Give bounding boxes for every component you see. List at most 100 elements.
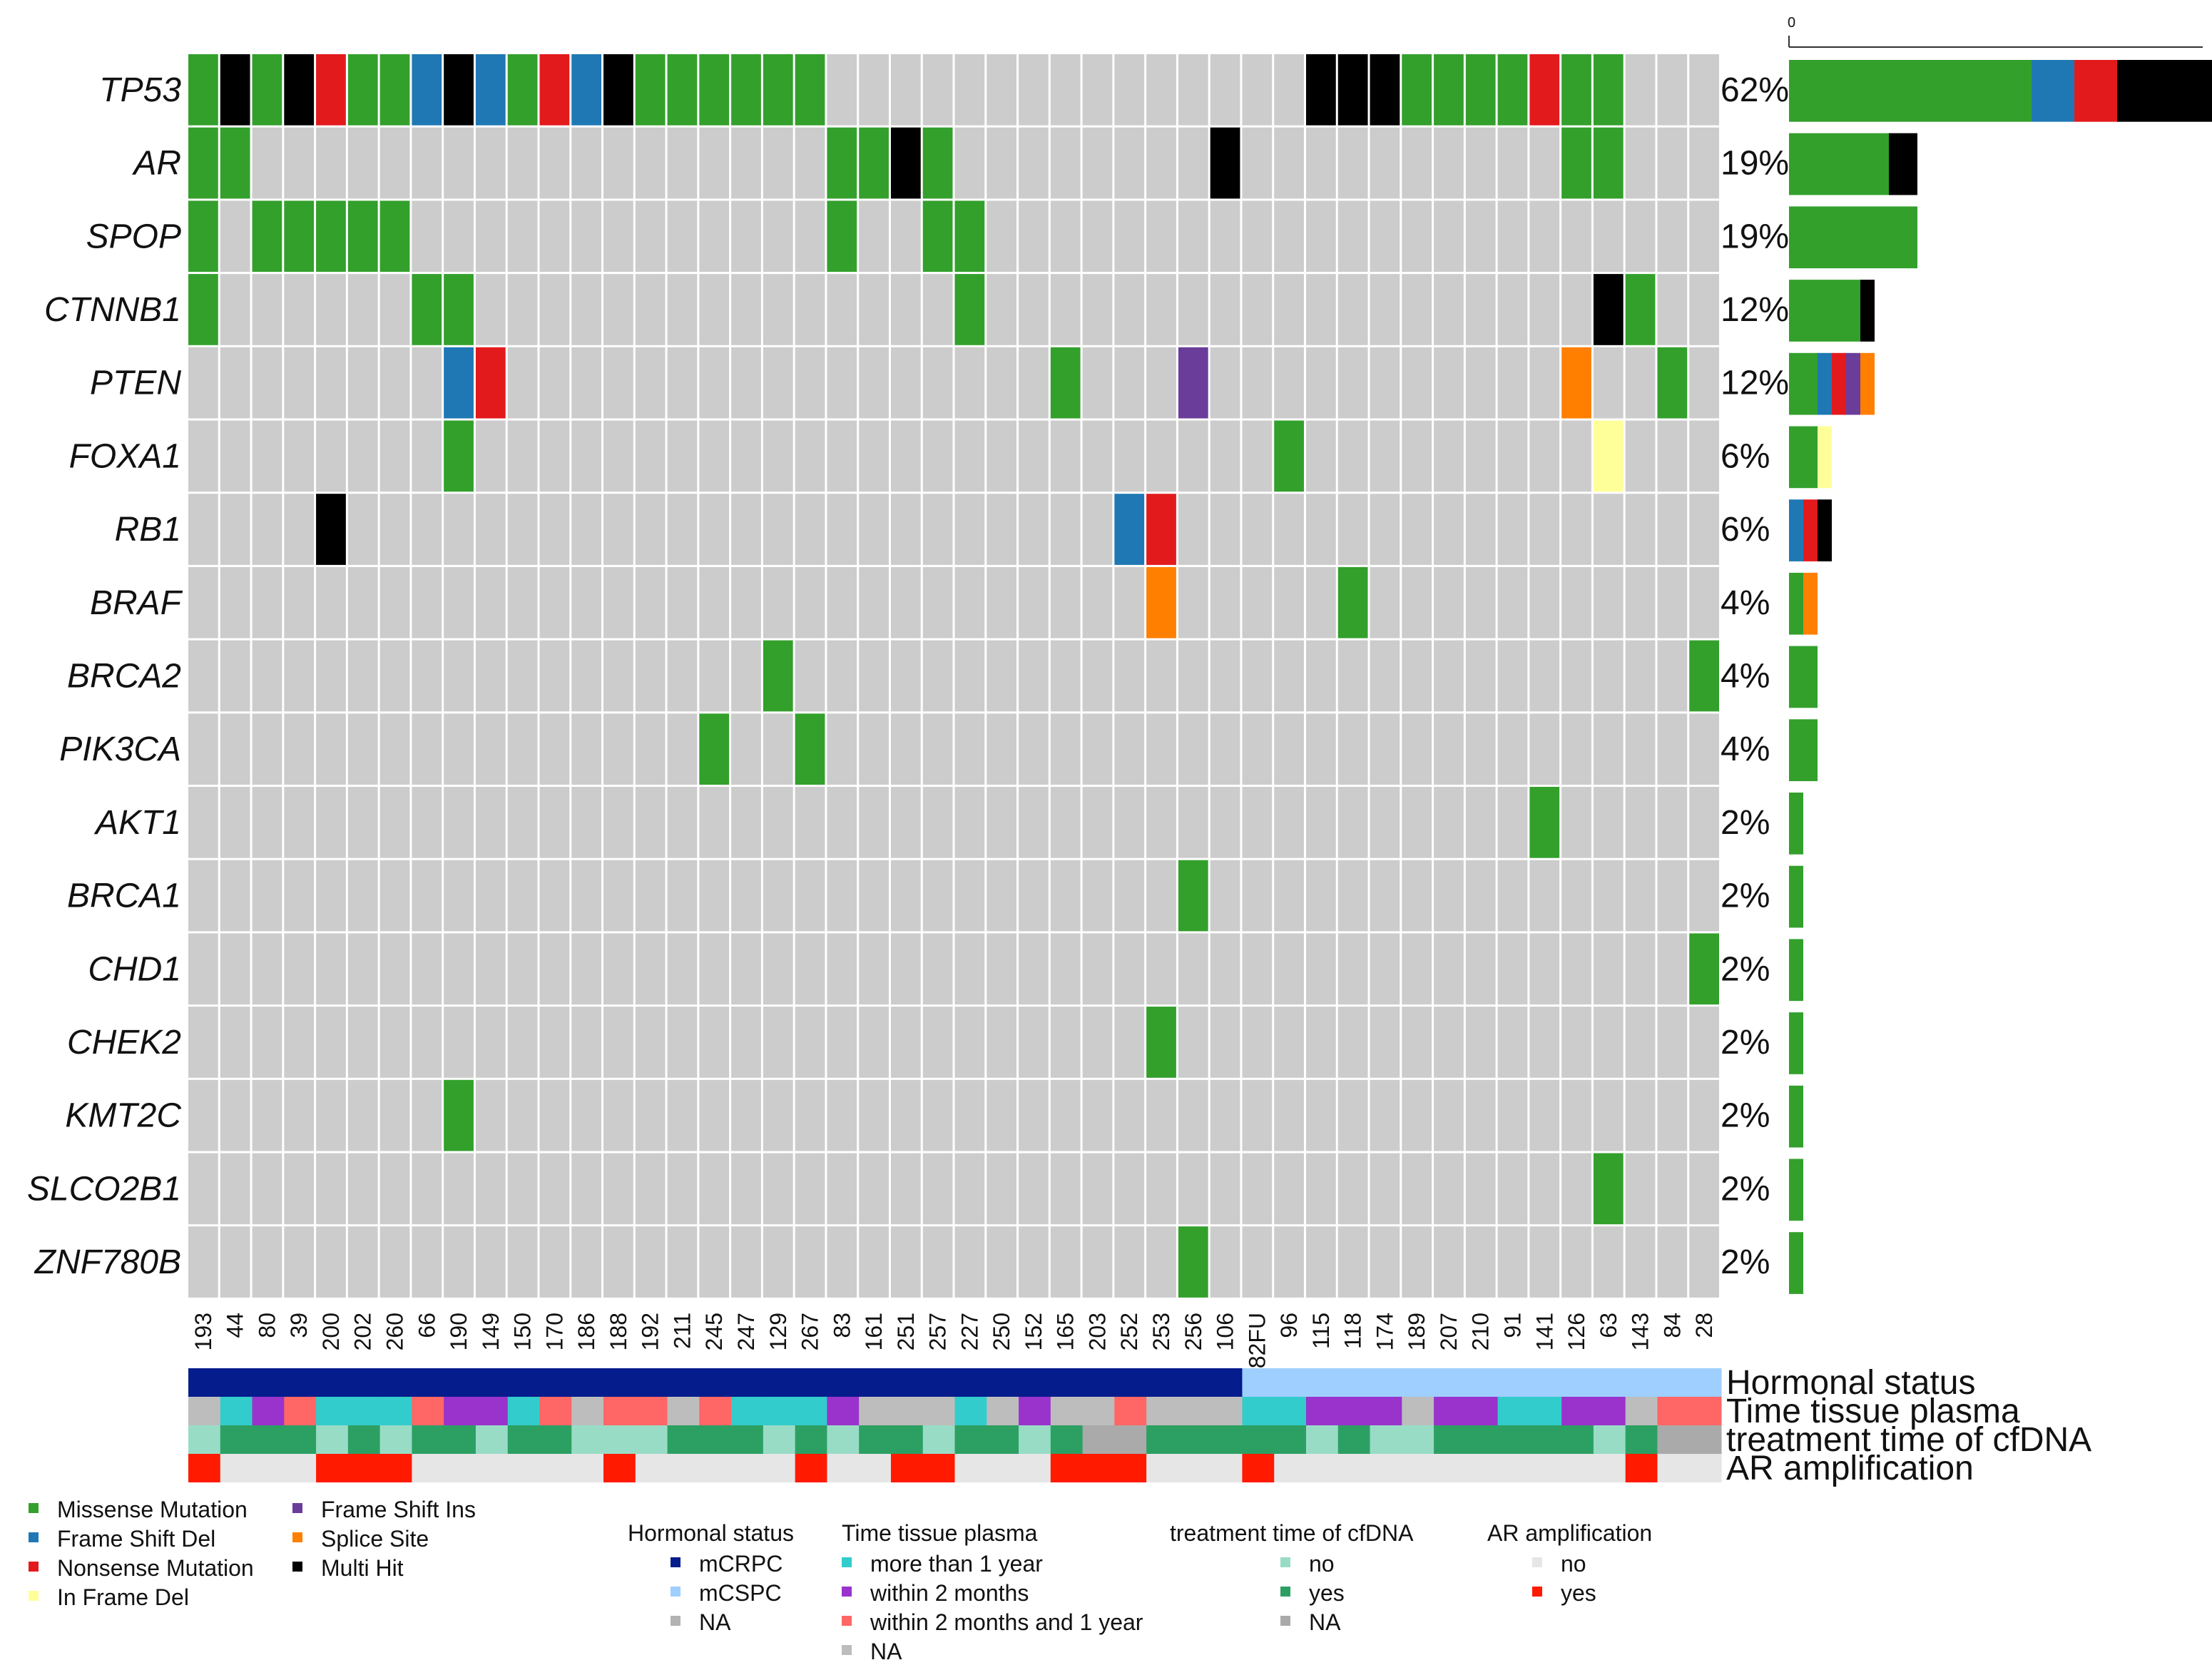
track-0-cell-257 [922, 1368, 955, 1397]
cell-KMT2C-63 [1593, 1079, 1624, 1151]
cell-TP53-66 [412, 54, 442, 126]
cell-PIK3CA-28 [1689, 713, 1719, 785]
cell-AKT1-106 [1210, 787, 1240, 858]
cell-CTNNB1-267 [795, 274, 825, 345]
cell-PTEN-118 [1337, 347, 1368, 419]
cell-TP53-84 [1657, 54, 1688, 126]
cell-RB1-260 [379, 494, 410, 565]
cell-RB1-211 [667, 494, 698, 565]
sample-label-174: 174 [1372, 1313, 1397, 1350]
track-3-cell-260 [379, 1454, 412, 1482]
mutation-matrix [188, 54, 1719, 1298]
bar-ZNF780B-M [1789, 1232, 1803, 1294]
pct-label-ZNF780B: 2% [1721, 1243, 1770, 1281]
cell-PTEN-161 [859, 347, 889, 419]
sample-label-44: 44 [223, 1313, 248, 1338]
cell-KMT2C-207 [1434, 1079, 1464, 1151]
cell-RB1-28 [1689, 494, 1719, 565]
track-0-cell-210 [1465, 1368, 1499, 1397]
cell-BRAF-207 [1434, 566, 1464, 638]
gene-label-PIK3CA: PIK3CA [59, 730, 181, 768]
cell-BRCA2-207 [1434, 640, 1464, 712]
cell-KMT2C-250 [987, 1079, 1017, 1151]
cell-CHEK2-189 [1402, 1007, 1432, 1078]
cell-RB1-200 [316, 494, 346, 565]
pct-label-CTNNB1: 12% [1721, 291, 1789, 329]
legend-swatch-2-2 [1280, 1616, 1290, 1626]
cell-PTEN-91 [1497, 347, 1528, 419]
cell-PTEN-96 [1274, 347, 1304, 419]
track-0-cell-190 [444, 1368, 476, 1397]
cell-FOXA1-118 [1337, 420, 1368, 492]
cell-SLCO2B1-165 [1050, 1153, 1081, 1225]
cell-TP53-203 [1082, 54, 1113, 126]
cell-SLCO2B1-203 [1082, 1153, 1113, 1225]
cell-AKT1-186 [571, 787, 602, 858]
cell-KMT2C-115 [1305, 1079, 1336, 1151]
cell-PTEN-115 [1305, 347, 1336, 419]
cell-KMT2C-203 [1082, 1079, 1113, 1151]
sample-label-202: 202 [350, 1313, 376, 1350]
track-2-cell-210 [1465, 1425, 1499, 1454]
legend-item-0-1: mCSPC [699, 1580, 782, 1606]
cell-AKT1-149 [475, 787, 506, 858]
legend-item-0-0: mCRPC [699, 1551, 783, 1577]
bar-PTEN-S [1860, 352, 1875, 415]
cell-BRCA2-118 [1337, 640, 1368, 712]
cell-ZNF780B-210 [1465, 1226, 1496, 1298]
cell-FOXA1-207 [1434, 420, 1464, 492]
cell-BRCA2-200 [316, 640, 346, 712]
cell-AR-83 [827, 127, 857, 199]
cell-ZNF780B-141 [1529, 1226, 1560, 1298]
track-0-cell-256 [1178, 1368, 1211, 1397]
cell-CTNNB1-252 [1114, 274, 1145, 345]
cell-SLCO2B1-152 [1019, 1153, 1049, 1225]
track-3-cell-210 [1465, 1454, 1499, 1482]
cell-FOXA1-152 [1019, 420, 1049, 492]
cell-TP53-80 [252, 54, 282, 126]
cell-FOXA1-115 [1305, 420, 1336, 492]
cell-CHEK2-211 [667, 1007, 698, 1078]
track-3-cell-170 [539, 1454, 572, 1482]
cell-CTNNB1-165 [1050, 274, 1081, 345]
track-2-cell-190 [444, 1425, 476, 1454]
cell-AR-260 [379, 127, 410, 199]
pct-label-AKT1: 2% [1721, 804, 1770, 842]
cell-CHEK2-253 [1146, 1007, 1176, 1078]
cell-TP53-247 [731, 54, 761, 126]
cell-PIK3CA-91 [1497, 713, 1528, 785]
track-1-cell-170 [539, 1397, 572, 1425]
sample-label-200: 200 [318, 1313, 344, 1350]
sample-label-149: 149 [478, 1313, 504, 1350]
track-3-cell-253 [1146, 1454, 1179, 1482]
cell-RB1-141 [1529, 494, 1560, 565]
cell-ZNF780B-256 [1178, 1226, 1208, 1298]
track-1-cell-165 [1050, 1397, 1084, 1425]
cell-CHEK2-141 [1529, 1007, 1560, 1078]
cell-CHEK2-252 [1114, 1007, 1145, 1078]
cell-BRAF-129 [763, 566, 793, 638]
cell-SLCO2B1-66 [412, 1153, 442, 1225]
cell-SPOP-126 [1561, 200, 1591, 273]
cell-CHEK2-250 [987, 1007, 1017, 1078]
cell-CHD1-44 [220, 933, 250, 1005]
cell-BRCA1-192 [635, 860, 666, 932]
track-0-cell-141 [1529, 1368, 1562, 1397]
cell-TP53-44 [220, 54, 250, 126]
cell-KMT2C-28 [1689, 1079, 1719, 1151]
cell-RB1-203 [1082, 494, 1113, 565]
cell-TP53-161 [859, 54, 889, 126]
track-0-cell-63 [1593, 1368, 1626, 1397]
legend-item-1-2: within 2 months and 1 year [870, 1609, 1143, 1635]
track-1-cell-152 [1019, 1397, 1051, 1425]
track-0-cell-260 [379, 1368, 412, 1397]
cell-SPOP-152 [1019, 200, 1049, 273]
cell-RB1-267 [795, 494, 825, 565]
cell-AR-165 [1050, 127, 1081, 199]
cell-PIK3CA-149 [475, 713, 506, 785]
track-2-cell-91 [1497, 1425, 1530, 1454]
bar-RB1-N [1803, 499, 1818, 561]
cell-BRCA2-227 [954, 640, 985, 712]
bar-PTEN-M [1789, 352, 1818, 415]
cell-CHEK2-186 [571, 1007, 602, 1078]
